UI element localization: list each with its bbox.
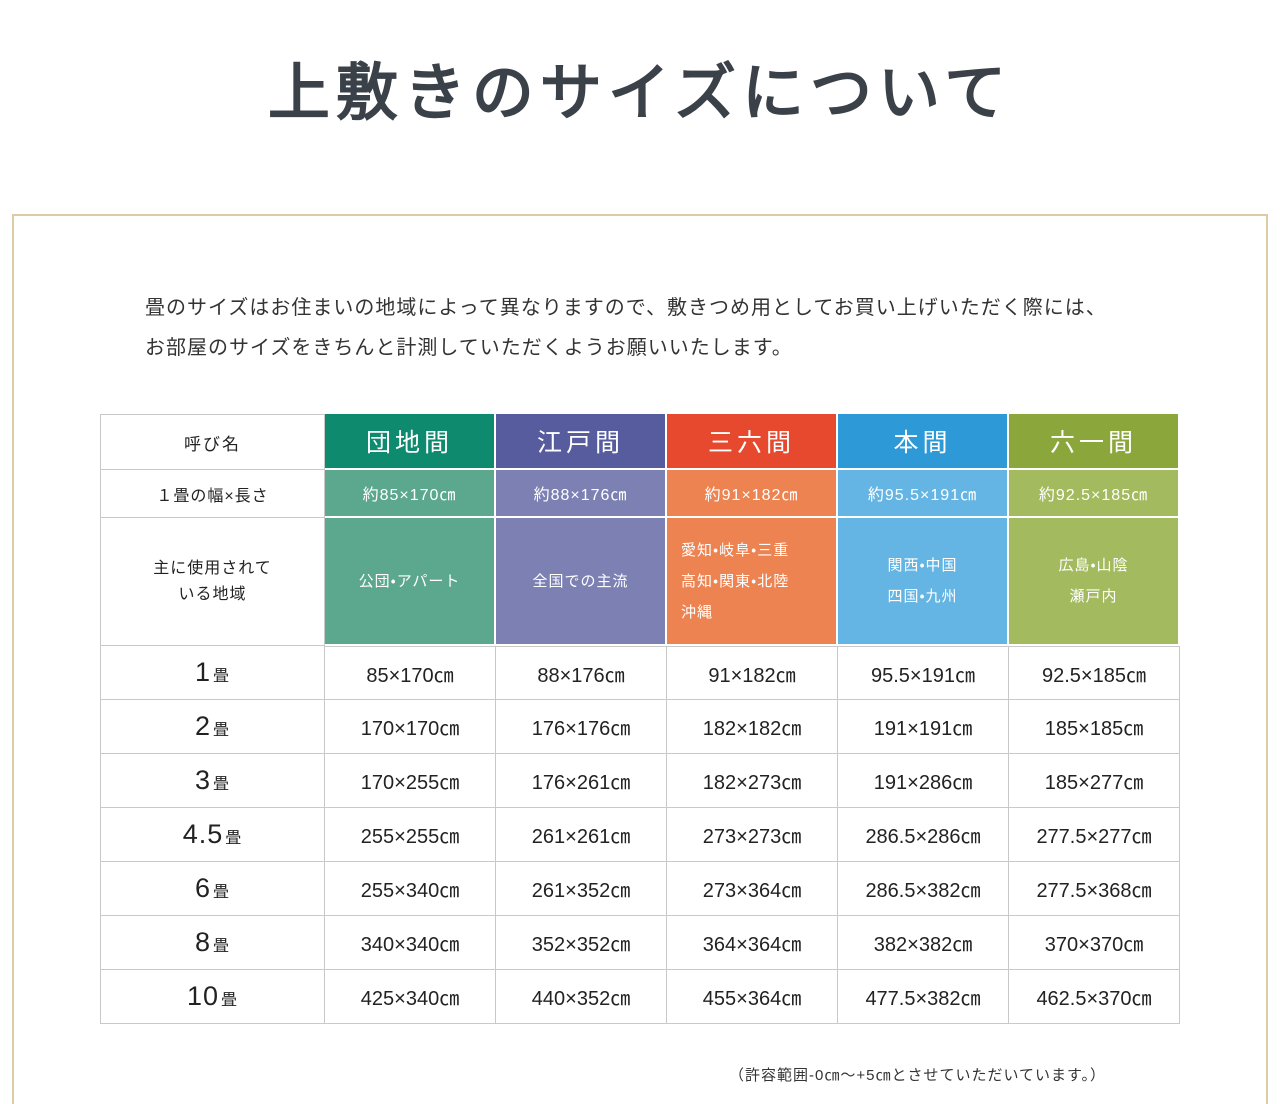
- size-value: 382×382㎝: [838, 916, 1009, 970]
- size-value: 176×261㎝: [496, 754, 667, 808]
- col-header-sanrokuma: 三六間: [667, 414, 838, 470]
- col-header-danchima: 団地間: [325, 414, 496, 470]
- row-size-unit: 畳: [213, 884, 231, 901]
- size-value: 88×176㎝: [496, 646, 667, 700]
- size-value: 185×185㎝: [1009, 700, 1180, 754]
- size-value: 477.5×382㎝: [838, 970, 1009, 1024]
- intro-text: 畳のサイズはお住まいの地域によって異なりますので、敷きつめ用としてお買い上げいた…: [145, 288, 1135, 368]
- size-value: 455×364㎝: [667, 970, 838, 1024]
- size-value: 176×176㎝: [496, 700, 667, 754]
- size-value: 370×370㎝: [1009, 916, 1180, 970]
- size-value: 255×340㎝: [325, 862, 496, 916]
- size-value: 273×364㎝: [667, 862, 838, 916]
- row-size-unit: 畳: [213, 776, 231, 793]
- size-cell: 約95.5×191㎝: [838, 470, 1009, 518]
- size-value: 286.5×382㎝: [838, 862, 1009, 916]
- size-value: 261×261㎝: [496, 808, 667, 862]
- tatami-size-table: 呼び名 団地間 江戸間 三六間 本間 六一間 １畳の幅×長さ 約85×170㎝ …: [100, 414, 1180, 1024]
- size-value: 261×352㎝: [496, 862, 667, 916]
- size-cell: 約92.5×185㎝: [1009, 470, 1180, 518]
- region-cell: 広島・山陰 瀬戸内: [1009, 518, 1180, 646]
- size-value: 462.5×370㎝: [1009, 970, 1180, 1024]
- size-value: 255×255㎝: [325, 808, 496, 862]
- size-value: 273×273㎝: [667, 808, 838, 862]
- table-row-10jo: 10 畳 425×340㎝ 440×352㎝ 455×364㎝ 477.5×382…: [100, 970, 1180, 1024]
- row-size-unit: 畳: [213, 668, 231, 685]
- size-value: 95.5×191㎝: [838, 646, 1009, 700]
- size-value: 286.5×286㎝: [838, 808, 1009, 862]
- intro-line-1: 畳のサイズはお住まいの地域によって異なりますので、敷きつめ用としてお買い上げいた…: [145, 297, 1107, 319]
- region-cell: 関西・中国 四国・九州: [838, 518, 1009, 646]
- size-value: 170×255㎝: [325, 754, 496, 808]
- tolerance-footnote: （許容範囲-0㎝〜+5㎝とさせていただいています。）: [729, 1067, 1106, 1084]
- row-size-number: 8: [194, 927, 211, 957]
- region-row: 主に使用されて いる地域 公団・アパート 全国での主流 愛知・岐阜・三重 高知・…: [100, 518, 1180, 646]
- content-box: 畳のサイズはお住まいの地域によって異なりますので、敷きつめ用としてお買い上げいた…: [12, 214, 1268, 1104]
- row-size-unit: 畳: [213, 722, 231, 739]
- size-value: 191×191㎝: [838, 700, 1009, 754]
- row-size-number: 4.5: [182, 819, 224, 849]
- row-size-unit: 畳: [213, 938, 231, 955]
- col-header-edoma: 江戸間: [496, 414, 667, 470]
- size-cell: 約88×176㎝: [496, 470, 667, 518]
- size-value: 92.5×185㎝: [1009, 646, 1180, 700]
- table-row-4-5jo: 4.5 畳 255×255㎝ 261×261㎝ 273×273㎝ 286.5×28…: [100, 808, 1180, 862]
- intro-line-2: お部屋のサイズをきちんと計測していただくようお願いいたします。: [145, 337, 793, 359]
- row-size-number: 10: [186, 981, 220, 1011]
- size-value: 182×273㎝: [667, 754, 838, 808]
- size-cell: 約91×182㎝: [667, 470, 838, 518]
- size-value: 277.5×368㎝: [1009, 862, 1180, 916]
- size-value: 170×170㎝: [325, 700, 496, 754]
- size-value: 91×182㎝: [667, 646, 838, 700]
- region-cell: 愛知・岐阜・三重 高知・関東・北陸 沖縄: [667, 518, 838, 646]
- page: 上敷きのサイズについて 畳のサイズはお住まいの地域によって異なりますので、敷きつ…: [0, 42, 1280, 1104]
- page-title: 上敷きのサイズについて: [267, 60, 1013, 128]
- size-value: 364×364㎝: [667, 916, 838, 970]
- size-value: 277.5×277㎝: [1009, 808, 1180, 862]
- row-size-number: 6: [194, 873, 211, 903]
- region-cell: 公団・アパート: [325, 518, 496, 646]
- region-cell: 全国での主流: [496, 518, 667, 646]
- size-row-label: １畳の幅×長さ: [100, 470, 325, 518]
- row-label: 10 畳: [100, 970, 325, 1024]
- size-value: 425×340㎝: [325, 970, 496, 1024]
- size-value: 191×286㎝: [838, 754, 1009, 808]
- tatami-size-row: １畳の幅×長さ 約85×170㎝ 約88×176㎝ 約91×182㎝ 約95.5…: [100, 470, 1180, 518]
- col-header-honma: 本間: [838, 414, 1009, 470]
- size-value: 185×277㎝: [1009, 754, 1180, 808]
- header-row: 呼び名 団地間 江戸間 三六間 本間 六一間: [100, 414, 1180, 470]
- row-size-number: 1: [194, 657, 211, 687]
- row-size-unit: 畳: [225, 830, 243, 847]
- size-cell: 約85×170㎝: [325, 470, 496, 518]
- size-value: 440×352㎝: [496, 970, 667, 1024]
- size-value: 340×340㎝: [325, 916, 496, 970]
- row-label: 4.5 畳: [100, 808, 325, 862]
- region-row-label: 主に使用されて いる地域: [100, 518, 325, 646]
- size-value: 182×182㎝: [667, 700, 838, 754]
- row-size-number: 3: [194, 765, 211, 795]
- row-size-number: 2: [194, 711, 211, 741]
- size-value: 85×170㎝: [325, 646, 496, 700]
- row-size-unit: 畳: [221, 992, 239, 1009]
- size-value: 352×352㎝: [496, 916, 667, 970]
- col-header-rokuichima: 六一間: [1009, 414, 1180, 470]
- corner-header: 呼び名: [100, 414, 325, 470]
